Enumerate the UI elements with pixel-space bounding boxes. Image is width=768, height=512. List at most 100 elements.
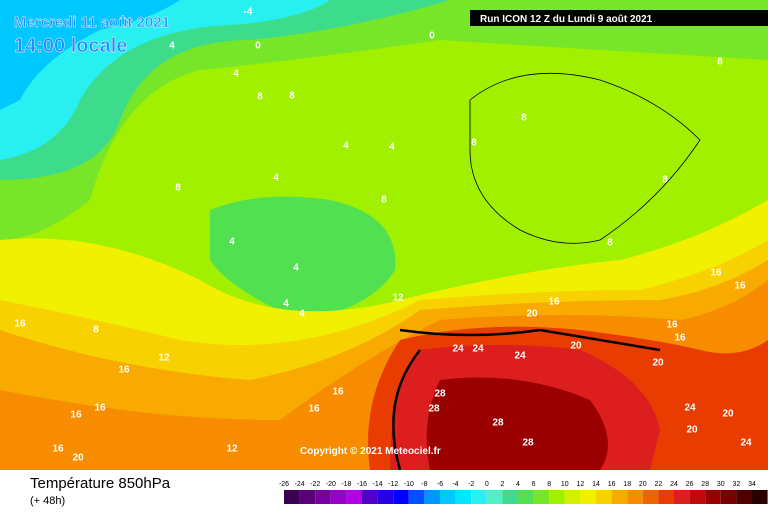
contour-label: 16 [548,297,560,308]
contour-label: 16 [734,281,746,292]
contour-label: 16 [674,333,686,344]
scale-tick-label: -12 [388,481,398,488]
contour-label: 20 [72,453,84,464]
contour-label: 4 [233,69,239,80]
contour-label: 0 [429,31,435,42]
scale-tick-label: -16 [357,481,367,488]
date-text: Mercredi 11 août 2021 [14,14,170,31]
scale-tick-label: -20 [326,481,336,488]
contour-label: 8 [381,195,387,206]
scale-tick-label: -4 [452,481,458,488]
contour-label: 16 [52,444,64,455]
scale-cell [284,490,300,504]
scale-tick-label: 26 [686,481,694,488]
contour-label: 20 [570,341,582,352]
scale-tick-label: -24 [295,481,305,488]
contour-label: 24 [472,344,484,355]
scale-tick-label: 8 [547,481,551,488]
contour-label: 8 [607,238,613,249]
scale-tick-label: 34 [748,481,756,488]
zone-0 [0,0,180,110]
scale-cell [377,490,394,504]
legend-subtitle: (+ 48h) [30,495,65,507]
scale-tick-label: -26 [279,481,289,488]
scale-cell [674,490,690,504]
contour-label: 16 [14,319,26,330]
contour-label: 20 [686,425,698,436]
contour-label: 4 [169,41,175,52]
scale-cell [627,490,643,504]
contour-label: 8 [717,57,723,68]
scale-tick-label: -8 [421,481,427,488]
scale-cell [393,490,409,504]
contour-label: 20 [526,309,538,320]
scale-cell [362,490,378,504]
zone-2 [0,0,330,160]
scale-tick-label: 16 [608,481,616,488]
scale-cell [471,490,487,504]
contour-label: 12 [158,353,170,364]
scale-cell [580,490,596,504]
scale-cell [299,490,316,504]
contour-label: 24 [684,403,696,414]
zone-6 [0,0,768,240]
scale-tick-label: -10 [404,481,414,488]
contour-label: 24 [740,438,752,449]
scale-cell [346,490,362,504]
scale-cell [330,490,347,504]
scale-tick-label: -14 [373,481,383,488]
scale-tick-label: 24 [670,481,678,488]
contour-label: 16 [118,365,130,376]
contour-label: 24 [452,344,464,355]
contour-label: 8 [175,183,181,194]
contour-label: 8 [662,175,668,186]
contour-label: 28 [434,389,446,400]
contour-label: 8 [93,325,99,336]
contour-label: 8 [521,113,527,124]
contour-label: 12 [226,444,238,455]
contour-label: 4 [283,299,289,310]
scale-tick-label: 18 [623,481,631,488]
contour-label: 8 [471,138,477,149]
scale-cell [689,490,706,504]
scale-tick-label: 6 [532,481,536,488]
scale-cell [486,490,503,504]
scale-tick-label: 4 [516,481,520,488]
zone-28 [426,377,608,470]
scale-tick-label: 2 [500,481,504,488]
contour-label: 16 [308,404,320,415]
scale-tick-label: 32 [733,481,741,488]
scale-cell [642,490,659,504]
scale-cell [752,490,768,504]
scale-tick-label: -2 [468,481,474,488]
scale-tick-label: 14 [592,481,600,488]
scale-tick-label: 10 [561,481,569,488]
scale-cell [315,490,331,504]
scale-cell [611,490,628,504]
contour-label: 28 [492,418,504,429]
scale-cell [455,490,472,504]
scale-cell [596,490,612,504]
scale-tick-label: 0 [485,481,489,488]
contour-label: 28 [522,438,534,449]
scale-cell [720,490,737,504]
contour-label: 20 [722,409,734,420]
scale-tick-label: -22 [310,481,320,488]
scale-cell [533,490,550,504]
scale-cell [658,490,674,504]
contour-label: 8 [289,91,295,102]
scale-tick-label: 12 [577,481,585,488]
run-text: Run ICON 12 Z du Lundi 9 août 2021 [480,14,653,25]
contour-label: 28 [428,404,440,415]
scale-tick-label: -18 [341,481,351,488]
legend-title: Température 850hPa [30,475,171,492]
scale-tick-label: -6 [437,481,443,488]
contour-label: 8 [257,92,263,103]
scale-cell [564,490,581,504]
time-text: 14:00 locale [14,35,127,57]
scale-cell [440,490,456,504]
scale-tick-label: 20 [639,481,647,488]
scale-cell [518,490,534,504]
contour-label: 4 [229,237,235,248]
